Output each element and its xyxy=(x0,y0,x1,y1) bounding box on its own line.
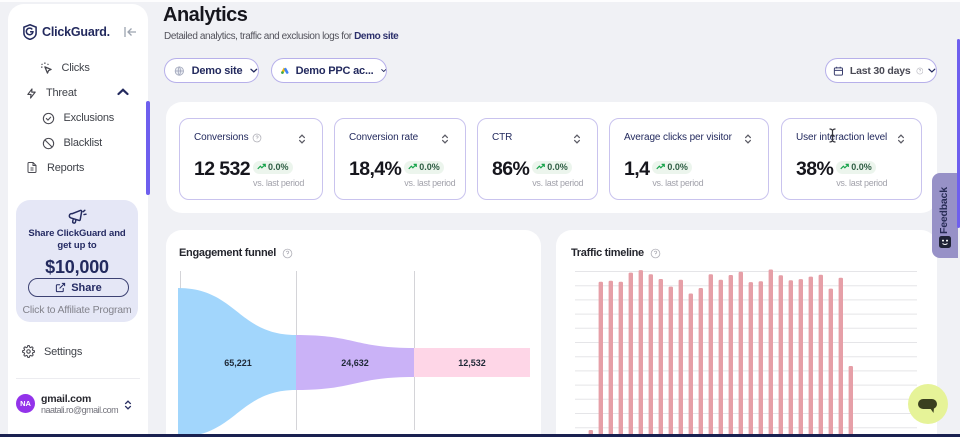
svg-text:12,532: 12,532 xyxy=(458,358,486,368)
svg-text:24,632: 24,632 xyxy=(341,358,369,368)
svg-text:65,221: 65,221 xyxy=(224,358,252,368)
